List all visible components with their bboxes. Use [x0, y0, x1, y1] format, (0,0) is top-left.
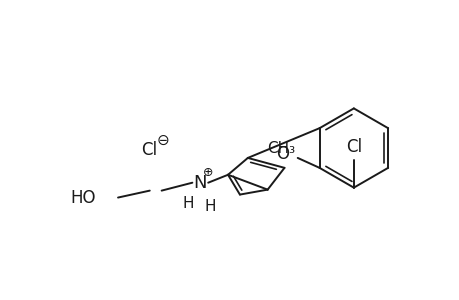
Text: ⊖: ⊖	[156, 133, 168, 148]
Text: O: O	[275, 145, 288, 163]
Text: Cl: Cl	[140, 141, 157, 159]
Text: CH₃: CH₃	[266, 141, 294, 156]
Text: N: N	[193, 174, 207, 192]
Text: H: H	[182, 196, 194, 211]
Text: H: H	[204, 199, 215, 214]
Text: ⊕: ⊕	[202, 166, 213, 179]
Text: Cl: Cl	[345, 138, 361, 156]
Text: HO: HO	[71, 189, 96, 207]
